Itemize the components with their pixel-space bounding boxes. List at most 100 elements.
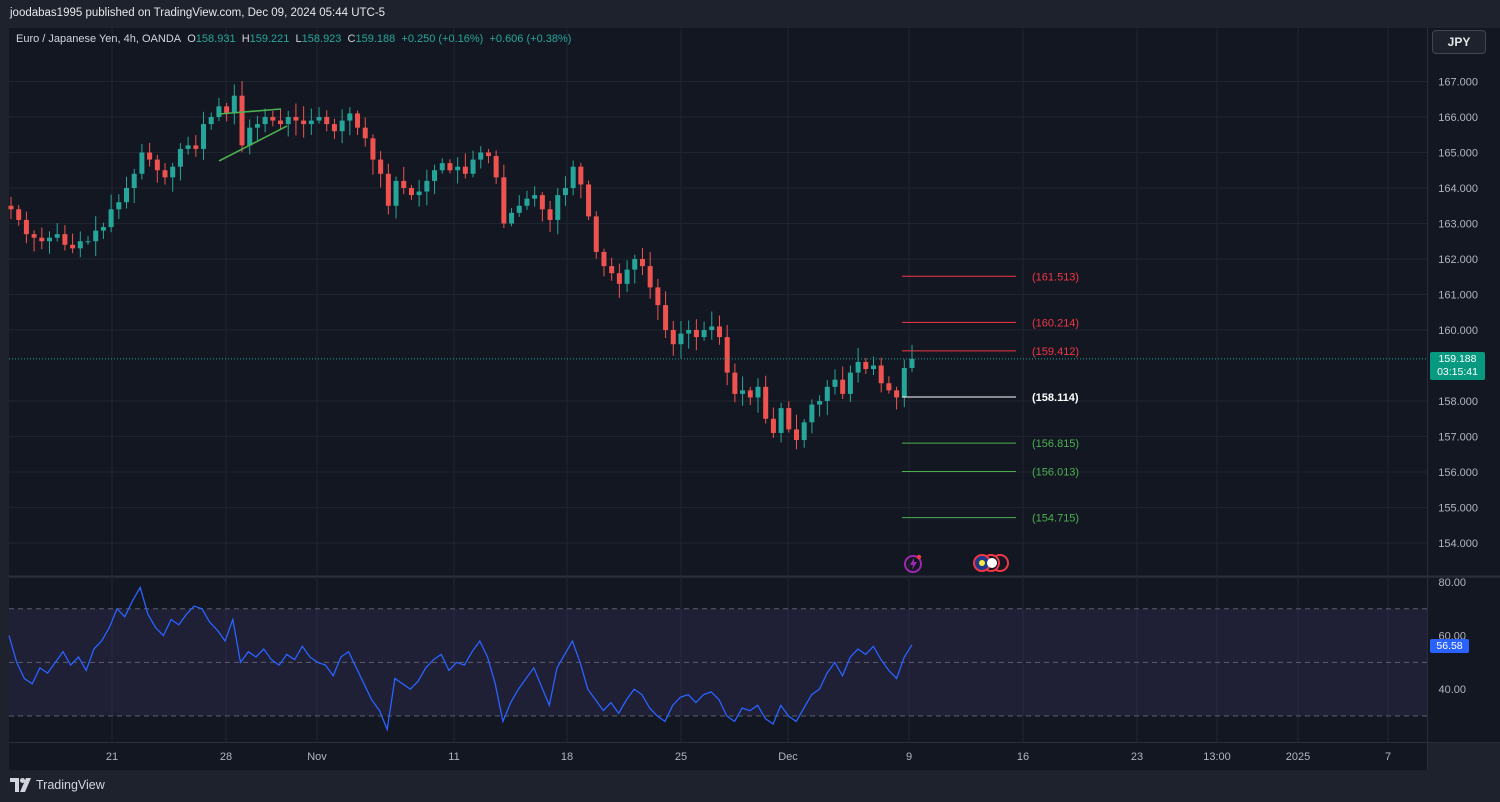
candle-body bbox=[370, 138, 376, 160]
candle-body bbox=[231, 95, 237, 114]
candle bbox=[493, 150, 499, 184]
candle-body bbox=[262, 117, 268, 125]
economic-events-icon[interactable] bbox=[973, 554, 1009, 572]
candle bbox=[254, 115, 260, 141]
level-label: (160.214) bbox=[1032, 317, 1079, 329]
price-scale[interactable] bbox=[1427, 28, 1500, 576]
candle-body bbox=[393, 180, 399, 206]
rsi-pane[interactable] bbox=[9, 578, 1427, 742]
price-tick-label: 155.000 bbox=[1438, 503, 1478, 515]
candle-body bbox=[570, 166, 576, 188]
candle bbox=[509, 207, 515, 227]
candle bbox=[31, 230, 37, 252]
low-value: 158.923 bbox=[301, 33, 342, 45]
price-pane[interactable] bbox=[9, 28, 1427, 576]
candle bbox=[817, 395, 823, 417]
candle-body bbox=[555, 195, 561, 220]
candle bbox=[23, 211, 29, 244]
candle-body bbox=[131, 173, 137, 188]
currency-button[interactable]: JPY bbox=[1432, 30, 1486, 54]
candle bbox=[478, 146, 484, 169]
candle bbox=[239, 80, 245, 153]
last-price-tag: 159.188 03:15:41 bbox=[1430, 352, 1485, 380]
price-tick-label: 154.000 bbox=[1438, 538, 1478, 550]
candle-body bbox=[23, 219, 29, 235]
candle-body bbox=[870, 365, 876, 370]
price-tick-label: 158.000 bbox=[1438, 396, 1478, 408]
candle-body bbox=[724, 337, 730, 373]
high-label: H bbox=[241, 33, 250, 45]
candle-body bbox=[586, 184, 592, 217]
candle-body bbox=[385, 173, 391, 206]
bottom-bar: TradingView bbox=[0, 772, 1500, 802]
candle bbox=[393, 176, 399, 219]
candle bbox=[324, 110, 330, 132]
lightning-event-icon[interactable] bbox=[904, 554, 922, 573]
candle-body bbox=[609, 266, 615, 274]
candle-body bbox=[732, 372, 738, 394]
candle bbox=[185, 136, 191, 155]
candle bbox=[778, 402, 784, 443]
candle-body bbox=[778, 408, 784, 433]
candle-body bbox=[562, 188, 568, 196]
candle-body bbox=[162, 170, 168, 178]
candle-body bbox=[632, 259, 638, 270]
time-tick-label: 7 bbox=[1385, 751, 1391, 763]
candle-body bbox=[124, 188, 130, 203]
candle-body bbox=[70, 244, 76, 249]
candle bbox=[532, 186, 538, 207]
candle-body bbox=[601, 251, 607, 267]
candle bbox=[670, 320, 676, 356]
candle bbox=[840, 366, 846, 399]
candle bbox=[108, 194, 114, 233]
candle bbox=[247, 119, 253, 155]
change-value: +0.250 (+0.16%) bbox=[401, 33, 484, 45]
candle bbox=[524, 190, 530, 210]
open-label: O bbox=[187, 33, 196, 45]
candle bbox=[193, 135, 199, 157]
candle bbox=[793, 414, 799, 450]
time-tick-label: 21 bbox=[106, 751, 118, 763]
candle-body bbox=[347, 113, 353, 121]
candle bbox=[693, 319, 699, 351]
candle bbox=[870, 356, 876, 376]
candle bbox=[339, 109, 345, 144]
candle bbox=[470, 150, 476, 178]
candle-body bbox=[254, 124, 260, 128]
price-tick-label: 157.000 bbox=[1438, 432, 1478, 444]
candle bbox=[308, 108, 314, 135]
candle-body bbox=[509, 212, 515, 224]
time-axis[interactable] bbox=[9, 742, 1427, 770]
candle bbox=[663, 291, 669, 339]
candle-body bbox=[485, 152, 491, 157]
brand-name: TradingView bbox=[36, 778, 105, 792]
candle-body bbox=[817, 401, 823, 405]
candle-body bbox=[170, 166, 176, 178]
price-tick-label: 164.000 bbox=[1438, 183, 1478, 195]
candle bbox=[131, 168, 137, 204]
candle bbox=[455, 157, 461, 184]
candle-body bbox=[455, 166, 461, 171]
candle-body bbox=[462, 166, 468, 174]
symbol-legend[interactable]: Euro / Japanese Yen, 4h, OANDA O158.931 … bbox=[16, 33, 571, 45]
rsi-scale[interactable] bbox=[1427, 578, 1500, 742]
candle-body bbox=[47, 237, 53, 242]
candle bbox=[786, 401, 792, 433]
candle bbox=[647, 251, 653, 299]
candle-body bbox=[408, 188, 414, 196]
candle bbox=[147, 142, 153, 167]
candle bbox=[285, 110, 291, 137]
candle bbox=[331, 118, 337, 139]
candle bbox=[401, 166, 407, 195]
candle bbox=[770, 407, 776, 438]
candle-body bbox=[100, 227, 106, 231]
candle-body bbox=[693, 330, 699, 338]
candle bbox=[100, 222, 106, 239]
candle bbox=[716, 315, 722, 345]
symbol-name[interactable]: Euro / Japanese Yen, 4h, OANDA bbox=[16, 33, 182, 45]
tradingview-logo[interactable]: TradingView bbox=[10, 778, 105, 792]
close-label: C bbox=[347, 33, 356, 45]
level-label: (156.013) bbox=[1032, 467, 1079, 479]
high-value: 159.221 bbox=[249, 33, 290, 45]
